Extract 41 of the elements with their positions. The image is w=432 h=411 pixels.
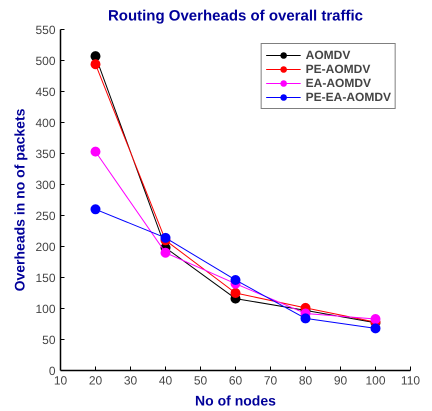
legend-label: PE-EA-AOMDV: [306, 90, 391, 104]
y-tick-label: 200: [35, 240, 56, 254]
point: [160, 232, 170, 243]
x-tick-label: 10: [54, 374, 68, 388]
point: [90, 146, 100, 157]
point: [300, 313, 310, 324]
x-tick-label: 80: [298, 374, 312, 388]
y-tick-label: 500: [35, 54, 56, 68]
y-tick-label: 350: [35, 147, 56, 161]
y-axis-title: Overheads in no of packets: [11, 108, 28, 292]
x-tick-label: 20: [88, 374, 102, 388]
point: [160, 248, 170, 258]
x-axis-title: No of nodes: [195, 392, 276, 408]
point: [230, 288, 240, 298]
point: [90, 59, 100, 70]
chart-title: Routing Overheads of overall traffic: [108, 8, 364, 24]
legend-label: EA-AOMDV: [306, 76, 371, 90]
x-tick-label: 100: [365, 374, 386, 388]
point: [370, 314, 380, 324]
x-tick-label: 30: [124, 374, 138, 388]
y-tick-label: 50: [42, 333, 56, 347]
y-tick-label: 150: [35, 271, 56, 285]
y-tick-label: 100: [35, 302, 56, 316]
y-tick-label: 400: [35, 116, 56, 130]
point: [90, 204, 100, 214]
x-tick-label: 50: [194, 374, 208, 388]
y-tick-label: 0: [48, 364, 56, 378]
y-tick-label: 550: [35, 23, 56, 37]
x-tick-label: 110: [400, 374, 420, 388]
x-tick-label: 60: [228, 374, 242, 388]
y-tick-label: 450: [35, 85, 56, 99]
x-tick-label: 90: [334, 374, 348, 388]
x-tick-label: 70: [264, 374, 278, 388]
y-tick-label: 300: [35, 178, 56, 192]
legend-label: AOMDV: [306, 48, 350, 62]
point: [230, 274, 240, 285]
legend-label: PE-AOMDV: [306, 62, 370, 76]
point: [370, 323, 380, 334]
point: [90, 51, 100, 62]
x-tick-label: 40: [158, 374, 172, 388]
y-tick-label: 250: [35, 209, 56, 223]
